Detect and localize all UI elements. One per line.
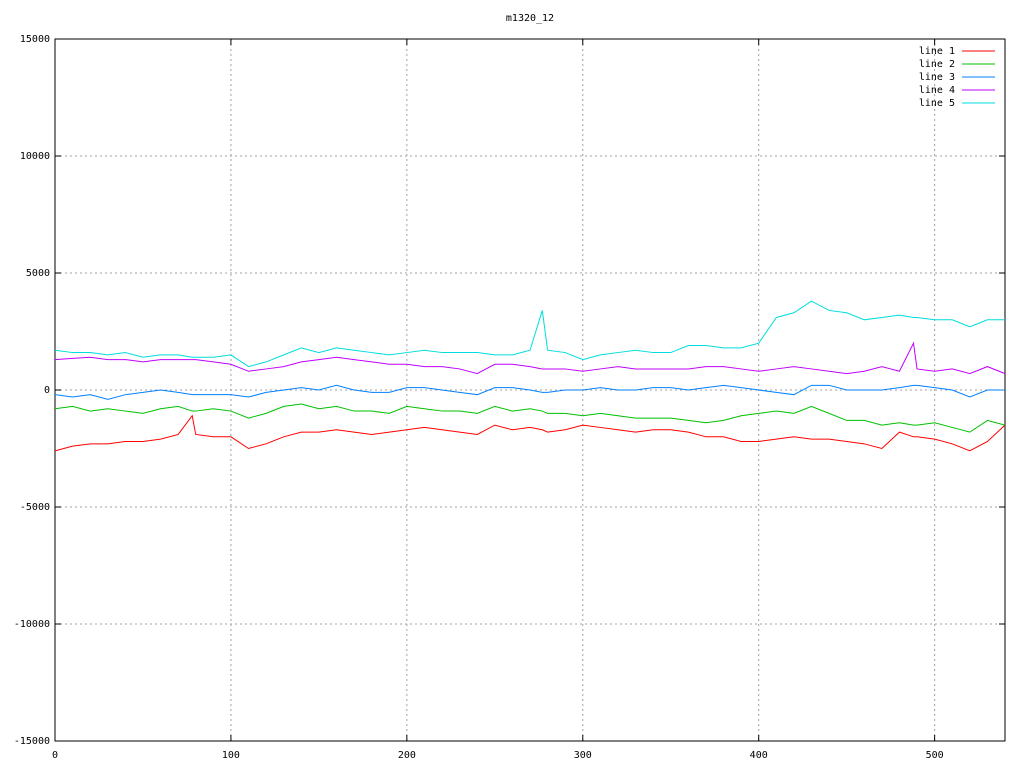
y-tick-label: 0	[44, 385, 50, 396]
legend-label: line 4	[919, 85, 955, 96]
data-line	[54, 341, 1006, 375]
data-line	[54, 300, 1005, 368]
y-tick-label: 10000	[20, 151, 50, 162]
legend-label: line 5	[919, 98, 955, 109]
y-tick-label: -15000	[14, 736, 50, 747]
x-tick-label: 300	[574, 750, 592, 761]
chart-title: m1320_12	[506, 13, 554, 24]
data-line	[54, 414, 1006, 452]
legend-label: line 1	[919, 46, 955, 57]
x-tick-label: 400	[750, 750, 768, 761]
x-tick-label: 500	[926, 750, 944, 761]
data-line	[54, 384, 1005, 400]
x-tick-label: 200	[398, 750, 416, 761]
x-tick-label: 0	[52, 750, 58, 761]
legend-label: line 2	[919, 59, 955, 70]
y-tick-label: -5000	[20, 502, 50, 513]
legend-label: line 3	[919, 72, 955, 83]
y-tick-label: 15000	[20, 34, 50, 45]
data-line	[54, 403, 1006, 433]
y-tick-label: 5000	[26, 268, 50, 279]
x-tick-label: 100	[222, 750, 240, 761]
y-tick-label: -10000	[14, 619, 50, 630]
